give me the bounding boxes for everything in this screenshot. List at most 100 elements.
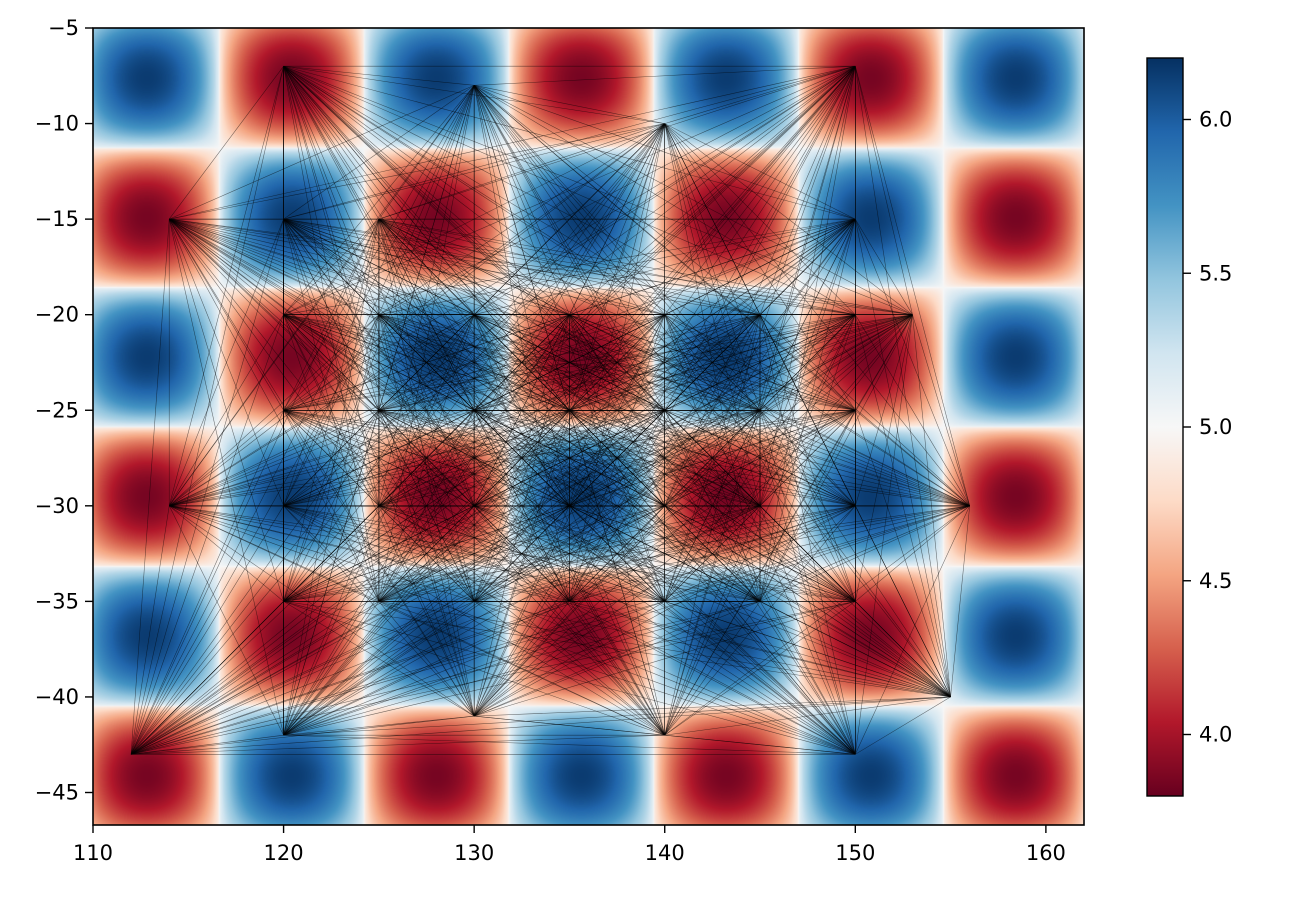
y-axis: −5 −10 −15 −20 −25 −30 −35 −40 −45 [35, 16, 93, 805]
network-edge [169, 410, 380, 507]
network-edge [664, 123, 856, 220]
network-edge [131, 601, 665, 755]
network-edge [283, 505, 475, 602]
network-edge [283, 85, 475, 220]
y-tick-label: −20 [35, 303, 79, 327]
x-axis: 110 120 130 140 150 160 [73, 825, 1066, 865]
network-edge [378, 410, 970, 507]
network-edge [474, 65, 856, 315]
network-edge [283, 410, 665, 507]
network-edge [664, 696, 951, 736]
network-edge [664, 601, 856, 736]
network-edge [169, 410, 570, 507]
network-edge [283, 123, 665, 220]
network-edge [474, 85, 913, 315]
network-edge [950, 505, 970, 697]
network-edge [131, 696, 951, 755]
network-edge [283, 314, 761, 411]
y-tick-label: −30 [35, 494, 79, 518]
x-tick-label: 130 [454, 841, 494, 865]
network-edge [168, 219, 284, 736]
colorbar-fill [1147, 58, 1183, 796]
network-edge [378, 601, 475, 717]
network-edge [759, 66, 856, 315]
network-edge [168, 314, 284, 506]
colorbar-ticks: 4.0 4.5 5.0 5.5 6.0 [1183, 108, 1232, 747]
network-edge [473, 601, 570, 717]
network-edge [283, 65, 761, 411]
network-edge [283, 505, 970, 736]
network-edge [855, 66, 913, 315]
network-edge [855, 219, 951, 697]
network-edge [569, 601, 856, 755]
network-edge [283, 66, 380, 220]
network-edge [169, 218, 475, 315]
network-edge [378, 85, 475, 506]
network-edge [855, 505, 970, 755]
network-edge [169, 65, 856, 220]
plot-frame [92, 27, 1085, 826]
x-tick-label: 150 [835, 841, 875, 865]
network-edge [474, 505, 970, 717]
network-edge [474, 505, 970, 602]
network-edge [569, 410, 970, 507]
network-edge [283, 410, 475, 507]
network-edge [664, 505, 970, 602]
network-edge [474, 601, 951, 698]
network-edge [664, 505, 856, 602]
network-edge [474, 601, 761, 717]
network-edge [855, 218, 913, 315]
network-edge [283, 505, 970, 602]
network-edge [569, 601, 665, 736]
network-edge [474, 314, 913, 717]
network-edge [131, 734, 665, 755]
network-edge [664, 65, 856, 124]
y-tick-label: −45 [35, 781, 79, 805]
plot-area [92, 27, 1085, 826]
network-edge [131, 505, 856, 755]
network-edge [474, 601, 856, 717]
network-edge [283, 66, 475, 315]
network-edge [473, 85, 570, 315]
network-edge [168, 218, 284, 411]
network-edge [378, 505, 475, 717]
network-edge [378, 218, 913, 315]
network-edge [169, 505, 284, 602]
network-edge [283, 505, 570, 602]
colorbar-tick-label: 4.5 [1199, 569, 1232, 593]
network-edge [130, 505, 170, 755]
network-edge [759, 314, 913, 411]
network-edge [169, 218, 380, 411]
network-edge [283, 601, 570, 736]
network-edge [474, 314, 913, 411]
network-edges [130, 65, 970, 755]
network-edge [283, 505, 761, 602]
network-edge [168, 66, 284, 506]
network-edge [378, 410, 856, 755]
network-edge [378, 65, 856, 220]
network-edge [283, 314, 913, 602]
network-edge [378, 410, 856, 507]
network-edge [759, 314, 970, 507]
network-edge [169, 218, 665, 315]
network-edge [569, 505, 665, 736]
network-edge [130, 219, 170, 755]
network-edge [569, 65, 856, 315]
y-tick-label: −5 [48, 16, 79, 40]
network-edge [169, 218, 665, 507]
network-edge [664, 505, 856, 736]
network-edge [169, 410, 284, 507]
network-edge [378, 314, 913, 602]
network-edge [569, 505, 970, 602]
network-edge [283, 601, 475, 736]
network-edge [130, 410, 380, 755]
network-edge [283, 65, 475, 86]
network-edge [912, 314, 970, 506]
y-tick-label: −10 [35, 112, 79, 136]
network-edge [283, 410, 856, 507]
network-edge [169, 85, 475, 220]
network-edge [664, 314, 913, 602]
network-edge [569, 601, 951, 698]
colorbar: 4.0 4.5 5.0 5.5 6.0 [1146, 57, 1232, 797]
network-edge [283, 85, 475, 315]
